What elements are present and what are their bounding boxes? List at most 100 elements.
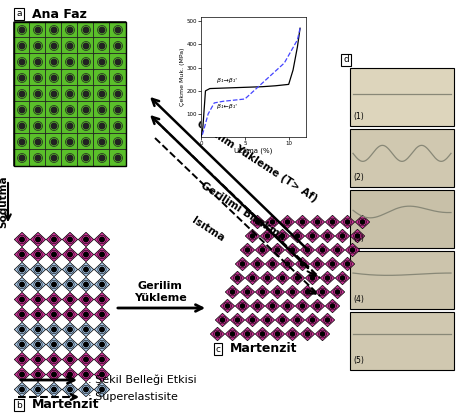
FancyBboxPatch shape <box>61 22 79 39</box>
Circle shape <box>51 155 57 161</box>
Circle shape <box>100 237 104 242</box>
Circle shape <box>36 252 40 257</box>
Polygon shape <box>30 247 46 262</box>
Circle shape <box>100 297 104 302</box>
Circle shape <box>271 304 275 308</box>
Polygon shape <box>315 285 329 299</box>
Polygon shape <box>94 382 110 397</box>
Circle shape <box>84 252 88 257</box>
Circle shape <box>320 290 324 294</box>
Bar <box>350 129 454 187</box>
Circle shape <box>286 262 290 266</box>
Circle shape <box>99 123 105 129</box>
Circle shape <box>215 332 220 336</box>
Polygon shape <box>235 299 250 313</box>
Polygon shape <box>78 232 94 247</box>
Circle shape <box>20 267 24 272</box>
Text: Gerilimi Bırakma: Gerilimi Bırakma <box>198 180 287 242</box>
Circle shape <box>36 387 40 392</box>
Circle shape <box>361 220 365 224</box>
FancyBboxPatch shape <box>94 102 111 119</box>
Polygon shape <box>62 322 78 337</box>
Circle shape <box>290 248 295 252</box>
Circle shape <box>305 332 309 336</box>
Polygon shape <box>62 247 78 262</box>
Circle shape <box>230 290 234 294</box>
Circle shape <box>20 327 24 332</box>
Text: β₁→β₁': β₁→β₁' <box>217 78 237 83</box>
Circle shape <box>67 27 73 33</box>
Polygon shape <box>270 243 285 257</box>
Polygon shape <box>78 307 94 322</box>
Polygon shape <box>290 313 305 327</box>
Polygon shape <box>325 215 340 229</box>
Circle shape <box>99 59 105 65</box>
Circle shape <box>100 282 104 287</box>
Circle shape <box>19 59 25 65</box>
Polygon shape <box>78 292 94 307</box>
FancyBboxPatch shape <box>29 37 47 54</box>
Polygon shape <box>240 285 255 299</box>
Circle shape <box>276 248 280 252</box>
Circle shape <box>52 282 56 287</box>
Polygon shape <box>345 243 360 257</box>
FancyBboxPatch shape <box>94 134 111 151</box>
Circle shape <box>35 107 41 113</box>
Circle shape <box>295 234 300 238</box>
Circle shape <box>330 304 335 308</box>
Polygon shape <box>30 322 46 337</box>
Circle shape <box>255 304 260 308</box>
Circle shape <box>68 327 72 332</box>
Polygon shape <box>240 327 255 341</box>
Circle shape <box>36 342 40 347</box>
Polygon shape <box>62 262 78 277</box>
Polygon shape <box>94 247 110 262</box>
Polygon shape <box>230 271 244 285</box>
Polygon shape <box>14 367 30 382</box>
Polygon shape <box>285 243 300 257</box>
Text: Martenzit: Martenzit <box>230 342 298 356</box>
Polygon shape <box>325 299 340 313</box>
Polygon shape <box>94 337 110 352</box>
Bar <box>350 251 454 309</box>
Circle shape <box>84 237 88 242</box>
Circle shape <box>67 43 73 49</box>
Circle shape <box>52 312 56 317</box>
Circle shape <box>266 234 270 238</box>
Circle shape <box>20 357 24 362</box>
Circle shape <box>19 27 25 33</box>
Polygon shape <box>351 229 365 243</box>
FancyBboxPatch shape <box>29 85 47 102</box>
Polygon shape <box>78 247 94 262</box>
Circle shape <box>100 252 104 257</box>
Circle shape <box>84 297 88 302</box>
Polygon shape <box>285 327 300 341</box>
Polygon shape <box>275 271 290 285</box>
FancyBboxPatch shape <box>61 117 79 134</box>
Polygon shape <box>295 215 310 229</box>
Polygon shape <box>46 337 62 352</box>
Circle shape <box>67 155 73 161</box>
Circle shape <box>305 290 309 294</box>
Text: : Şekil Belleği Etkisi: : Şekil Belleği Etkisi <box>88 375 197 385</box>
Circle shape <box>83 59 89 65</box>
Polygon shape <box>62 382 78 397</box>
Circle shape <box>51 75 57 81</box>
Circle shape <box>310 276 314 280</box>
Circle shape <box>300 304 305 308</box>
Circle shape <box>245 332 250 336</box>
Circle shape <box>295 276 300 280</box>
Circle shape <box>250 234 255 238</box>
Polygon shape <box>78 277 94 292</box>
Circle shape <box>68 252 72 257</box>
Polygon shape <box>94 232 110 247</box>
Polygon shape <box>315 327 329 341</box>
FancyBboxPatch shape <box>110 134 127 151</box>
FancyBboxPatch shape <box>13 134 31 151</box>
FancyBboxPatch shape <box>45 22 63 39</box>
Polygon shape <box>46 307 62 322</box>
FancyBboxPatch shape <box>45 102 63 119</box>
FancyBboxPatch shape <box>61 85 79 102</box>
Polygon shape <box>78 382 94 397</box>
Polygon shape <box>94 307 110 322</box>
